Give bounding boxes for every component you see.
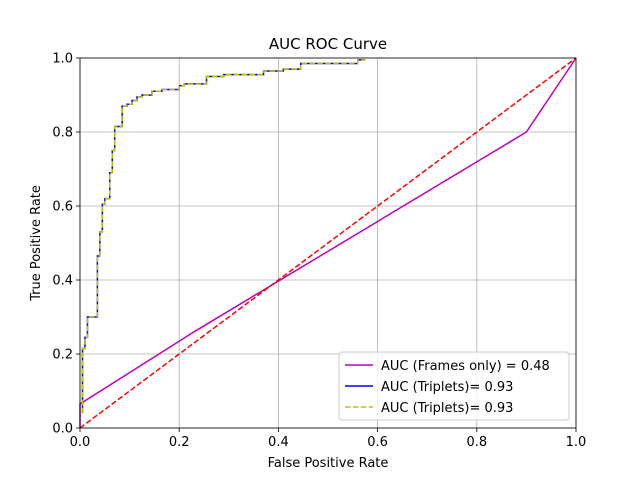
x-tick-label: 0.8 bbox=[466, 435, 487, 450]
x-axis-label: False Positive Rate bbox=[268, 456, 389, 471]
x-tick-label: 1.0 bbox=[566, 435, 587, 450]
x-tick-label: 0.6 bbox=[367, 435, 388, 450]
series-line-2 bbox=[81, 59, 366, 414]
reference-diagonal-line bbox=[79, 57, 577, 429]
y-tick-label: 0.2 bbox=[52, 348, 73, 363]
y-axis-label: True Positive Rate bbox=[29, 185, 44, 302]
y-tick-label: 0.8 bbox=[52, 126, 73, 141]
x-tick-label: 0.0 bbox=[70, 435, 91, 450]
legend-box bbox=[338, 351, 570, 421]
legend-label-2: AUC (Triplets)= 0.93 bbox=[381, 401, 513, 416]
legend-label-1: AUC (Triplets)= 0.93 bbox=[381, 380, 513, 395]
legend: AUC (Frames only) = 0.48 AUC (Triplets)= … bbox=[338, 351, 570, 421]
x-tick-label: 0.2 bbox=[169, 435, 190, 450]
chart-title: AUC ROC Curve bbox=[269, 35, 387, 53]
y-tick-label: 0.0 bbox=[52, 422, 73, 437]
legend-label-0: AUC (Frames only) = 0.48 bbox=[381, 359, 550, 374]
ticks-group: 0.0 0.2 0.4 0.6 0.8 1.0 0.0 0.2 0.4 0.6 0.8 1.0 bbox=[52, 52, 586, 451]
y-tick-label: 1.0 bbox=[52, 52, 73, 67]
y-tick-label: 0.6 bbox=[52, 200, 73, 215]
axes-frame bbox=[79, 57, 577, 429]
x-tick-label: 0.4 bbox=[268, 435, 289, 450]
y-tick-label: 0.4 bbox=[52, 274, 73, 289]
axes-spines bbox=[79, 57, 577, 429]
